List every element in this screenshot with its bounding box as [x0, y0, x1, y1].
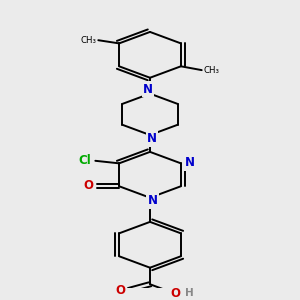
Text: CH₃: CH₃ — [80, 36, 96, 45]
Text: H: H — [185, 288, 194, 298]
Text: N: N — [147, 132, 157, 145]
Text: N: N — [143, 83, 153, 96]
Text: O: O — [83, 179, 93, 192]
Text: N: N — [148, 194, 158, 207]
Text: Cl: Cl — [78, 154, 91, 167]
Text: CH₃: CH₃ — [204, 66, 220, 75]
Text: O: O — [171, 287, 181, 300]
Text: O: O — [116, 284, 126, 297]
Text: N: N — [185, 156, 195, 169]
